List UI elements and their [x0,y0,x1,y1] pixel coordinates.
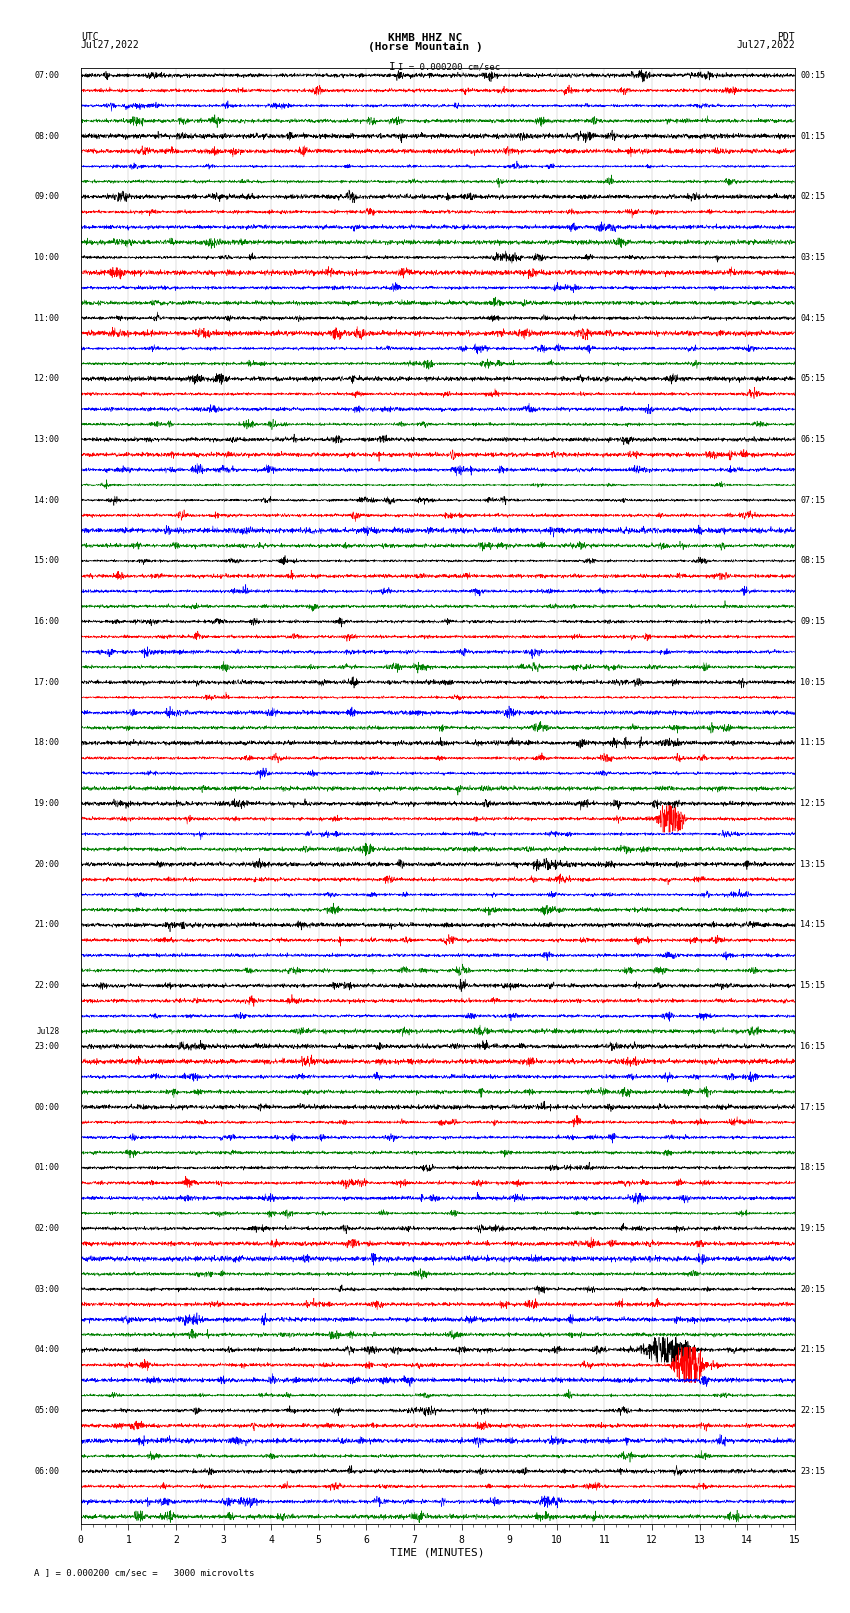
Text: 11:15: 11:15 [801,739,825,747]
Text: 10:15: 10:15 [801,677,825,687]
Text: 04:00: 04:00 [34,1345,60,1355]
Text: I = 0.000200 cm/sec: I = 0.000200 cm/sec [398,63,500,73]
Text: UTC: UTC [81,32,99,42]
X-axis label: TIME (MINUTES): TIME (MINUTES) [390,1547,485,1558]
Text: 01:15: 01:15 [801,132,825,140]
Text: Jul28: Jul28 [37,1027,60,1036]
Text: 17:15: 17:15 [801,1103,825,1111]
Text: 06:00: 06:00 [34,1466,60,1476]
Text: 13:00: 13:00 [34,436,60,444]
Text: 19:15: 19:15 [801,1224,825,1232]
Text: 20:00: 20:00 [34,860,60,869]
Text: 00:00: 00:00 [34,1103,60,1111]
Text: 15:00: 15:00 [34,556,60,565]
Text: 16:15: 16:15 [801,1042,825,1050]
Text: 05:15: 05:15 [801,374,825,384]
Text: 14:15: 14:15 [801,921,825,929]
Text: 16:00: 16:00 [34,618,60,626]
Text: 22:00: 22:00 [34,981,60,990]
Text: 23:15: 23:15 [801,1466,825,1476]
Text: 19:00: 19:00 [34,798,60,808]
Text: 18:00: 18:00 [34,739,60,747]
Text: 12:00: 12:00 [34,374,60,384]
Text: 07:15: 07:15 [801,495,825,505]
Text: 23:00: 23:00 [34,1042,60,1050]
Text: 20:15: 20:15 [801,1284,825,1294]
Text: 02:00: 02:00 [34,1224,60,1232]
Text: 15:15: 15:15 [801,981,825,990]
Text: (Horse Mountain ): (Horse Mountain ) [367,42,483,52]
Text: A ] = 0.000200 cm/sec =   3000 microvolts: A ] = 0.000200 cm/sec = 3000 microvolts [34,1568,254,1578]
Text: 22:15: 22:15 [801,1407,825,1415]
Text: 00:15: 00:15 [801,71,825,79]
Text: 03:00: 03:00 [34,1284,60,1294]
Text: 08:15: 08:15 [801,556,825,565]
Text: 21:15: 21:15 [801,1345,825,1355]
Text: 04:15: 04:15 [801,313,825,323]
Text: 06:15: 06:15 [801,436,825,444]
Text: 08:00: 08:00 [34,132,60,140]
Text: 12:15: 12:15 [801,798,825,808]
Text: 11:00: 11:00 [34,313,60,323]
Text: PDT: PDT [777,32,795,42]
Text: 07:00: 07:00 [34,71,60,79]
Text: 05:00: 05:00 [34,1407,60,1415]
Text: 09:00: 09:00 [34,192,60,202]
Text: 10:00: 10:00 [34,253,60,261]
Text: I: I [389,63,396,73]
Text: Jul27,2022: Jul27,2022 [81,40,139,50]
Text: 18:15: 18:15 [801,1163,825,1173]
Text: 17:00: 17:00 [34,677,60,687]
Text: Jul27,2022: Jul27,2022 [736,40,795,50]
Text: 03:15: 03:15 [801,253,825,261]
Text: 01:00: 01:00 [34,1163,60,1173]
Text: 13:15: 13:15 [801,860,825,869]
Text: 14:00: 14:00 [34,495,60,505]
Text: 21:00: 21:00 [34,921,60,929]
Text: 09:15: 09:15 [801,618,825,626]
Text: KHMB HHZ NC: KHMB HHZ NC [388,32,462,44]
Text: 02:15: 02:15 [801,192,825,202]
